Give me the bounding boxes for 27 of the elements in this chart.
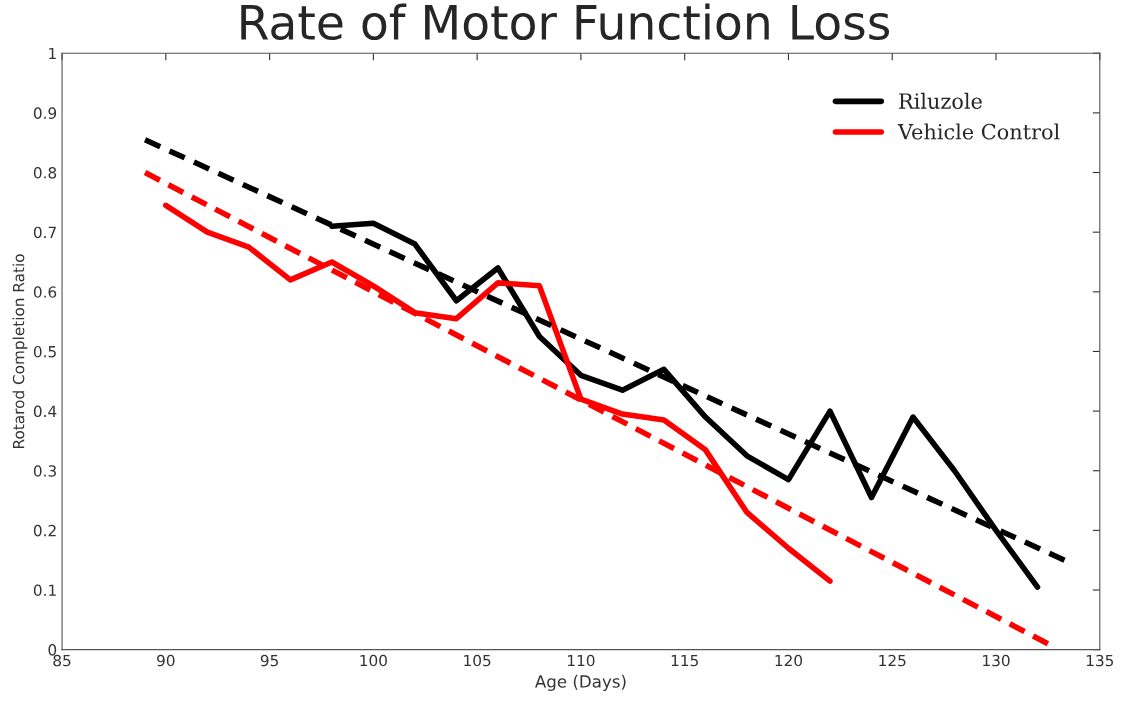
- x-tick-label: 130: [983, 654, 1010, 667]
- x-tick-label: 105: [464, 654, 491, 667]
- y-axis-title: Rotarod Completion Ratio: [12, 254, 28, 448]
- x-tick-label: 110: [568, 654, 595, 667]
- y-tick-label: 0.6: [33, 286, 57, 298]
- y-tick-label: 0.7: [33, 226, 56, 239]
- x-axis-title: Age (Days): [534, 674, 626, 691]
- legend-label: Riluzole: [899, 92, 982, 109]
- y-tick-label: 0.5: [33, 345, 56, 358]
- x-tick-label: 120: [775, 654, 803, 667]
- y-tick-label: 0.3: [33, 465, 56, 477]
- y-tick-label: 0: [48, 644, 57, 656]
- x-tick-label: 125: [879, 654, 906, 667]
- x-tick-label: 135: [1086, 654, 1114, 667]
- y-tick-label: 0.9: [33, 107, 57, 119]
- x-tick-label: 115: [671, 654, 698, 667]
- x-tick-label: 85: [53, 654, 71, 667]
- y-tick-label: 1: [49, 47, 56, 60]
- x-tick-label: 100: [360, 654, 387, 667]
- y-tick-label: 0.8: [33, 167, 57, 179]
- y-tick-label: 0.2: [33, 524, 56, 537]
- chart-title: Rate of Motor Function Loss: [241, 3, 890, 41]
- y-tick-label: 0.4: [33, 405, 57, 418]
- x-tick-label: 95: [260, 654, 278, 667]
- legend-label: Vehicle Control: [897, 123, 1060, 140]
- y-tick-label: 0.1: [33, 584, 56, 597]
- x-tick-label: 90: [157, 654, 175, 667]
